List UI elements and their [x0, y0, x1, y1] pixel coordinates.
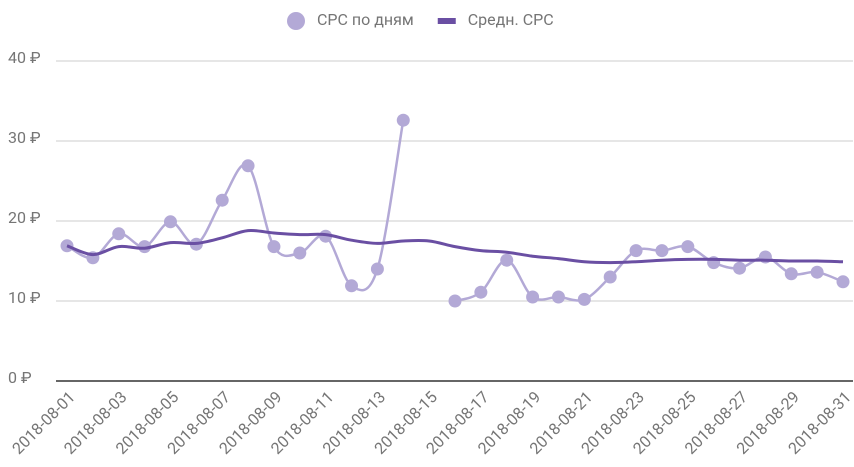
- data-point: [474, 285, 488, 299]
- data-point: [345, 279, 359, 293]
- data-point: [138, 240, 152, 254]
- data-point: [500, 253, 514, 267]
- data-point: [733, 261, 747, 275]
- data-point: [241, 159, 255, 173]
- data-point: [526, 290, 540, 304]
- data-point: [603, 270, 617, 284]
- series-line: [454, 244, 844, 303]
- y-tick-label: 20 ₽: [8, 208, 41, 227]
- data-point: [836, 275, 850, 289]
- data-point: [551, 290, 565, 304]
- data-point: [163, 215, 177, 229]
- legend-label: CPC по дням: [317, 10, 414, 29]
- data-point: [396, 113, 410, 127]
- data-point: [629, 244, 643, 258]
- legend-label: Средн. CPC: [468, 10, 554, 29]
- legend-marker: [287, 12, 305, 30]
- data-point: [112, 227, 126, 241]
- series-line: [66, 228, 844, 265]
- data-point: [810, 265, 824, 279]
- y-tick-label: 10 ₽: [8, 288, 41, 307]
- y-tick-label: 0 ₽: [8, 368, 32, 387]
- data-point: [448, 294, 462, 308]
- y-tick-label: 30 ₽: [8, 128, 41, 147]
- data-point: [784, 267, 798, 281]
- data-point: [681, 240, 695, 254]
- data-point: [293, 246, 307, 260]
- data-point: [267, 240, 281, 254]
- data-point: [370, 262, 384, 276]
- data-point: [577, 292, 591, 306]
- y-tick-label: 40 ₽: [8, 48, 41, 67]
- data-point: [655, 244, 669, 258]
- legend-marker: [437, 18, 456, 24]
- series-line: [66, 119, 405, 292]
- legend: CPC по дням Средн. CPC: [287, 10, 554, 30]
- data-point: [215, 193, 229, 207]
